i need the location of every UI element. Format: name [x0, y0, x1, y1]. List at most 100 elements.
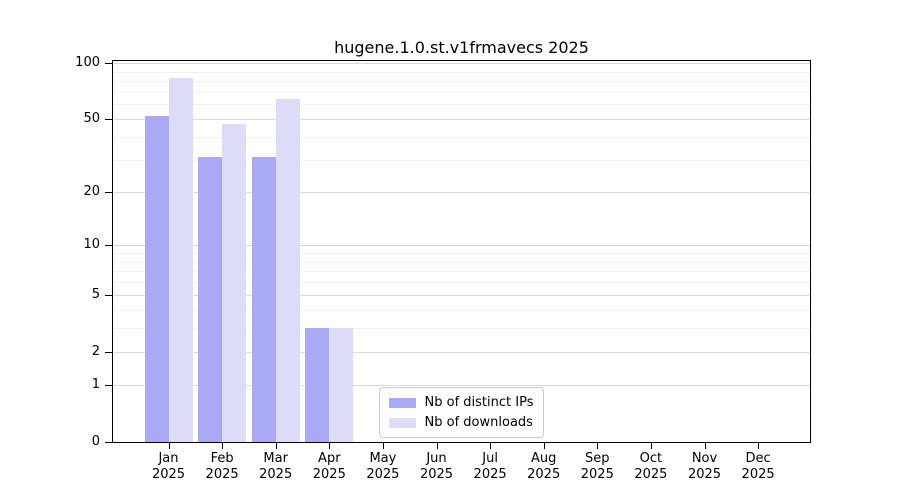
y-axis-tick-label: 1 [91, 377, 100, 393]
bar-apr-2025-distinct-ips [305, 328, 330, 442]
y-axis-tick-mark [105, 63, 112, 65]
legend: Nb of distinct IPs Nb of downloads [378, 387, 545, 438]
major-gridline [113, 245, 810, 247]
minor-gridline [113, 309, 810, 311]
x-tick-year: 2025 [741, 467, 775, 482]
x-tick-month: Mar [263, 451, 288, 466]
legend-swatch-downloads [388, 417, 416, 428]
chart-title: hugene.1.0.st.v1frmavecs 2025 [334, 38, 589, 57]
x-tick-year: 2025 [205, 467, 239, 482]
x-axis-tick-mark [436, 443, 438, 449]
legend-item-downloads: Nb of downloads [388, 414, 534, 431]
y-axis-tick-label: 100 [75, 55, 100, 71]
x-tick-year: 2025 [312, 467, 346, 482]
minor-gridline [113, 81, 810, 83]
y-axis-tick-mark [105, 245, 112, 247]
major-gridline [113, 351, 810, 353]
x-axis-tick-mark [168, 443, 170, 449]
x-axis-tick-mark [597, 443, 599, 449]
x-axis-tick-label: Jul 2025 [458, 451, 522, 483]
x-tick-month: Jan [158, 451, 179, 466]
x-axis-tick-mark [543, 443, 545, 449]
plot-area: Nb of distinct IPs Nb of downloads [112, 60, 811, 443]
x-tick-year: 2025 [473, 467, 507, 482]
x-axis-tick-label: Aug 2025 [512, 451, 576, 483]
x-tick-year: 2025 [366, 467, 400, 482]
x-tick-year: 2025 [634, 467, 668, 482]
x-axis-tick-label: Apr 2025 [297, 451, 361, 483]
y-axis-tick-label: 10 [83, 237, 100, 253]
major-gridline [113, 63, 810, 65]
y-axis-tick-label: 0 [91, 434, 100, 449]
x-axis-tick-label: Jun 2025 [405, 451, 469, 483]
minor-gridline [113, 328, 810, 330]
minor-gridline [113, 160, 810, 162]
x-axis-tick-label: Jan 2025 [137, 451, 201, 483]
x-tick-year: 2025 [687, 467, 722, 482]
y-axis-tick-label: 2 [91, 343, 100, 359]
x-tick-month: Apr [318, 451, 341, 466]
minor-gridline [113, 282, 810, 284]
major-gridline [113, 294, 810, 296]
x-axis-tick-label: Nov 2025 [673, 451, 737, 483]
major-gridline [113, 385, 810, 387]
x-axis-tick-mark [222, 443, 224, 449]
x-tick-month: Aug [530, 451, 557, 466]
x-axis-tick-label: Sep 2025 [565, 451, 629, 483]
y-axis-tick-mark [105, 442, 112, 443]
y-axis-tick-mark [105, 119, 112, 121]
x-axis-tick-label: Oct 2025 [619, 451, 683, 483]
minor-gridline [113, 271, 810, 273]
x-axis-tick-mark [490, 443, 492, 449]
y-axis-tick-mark [105, 351, 112, 353]
x-axis-tick-label: Feb 2025 [190, 451, 254, 483]
y-axis-tick-label: 20 [83, 184, 100, 200]
x-tick-month: Oct [639, 451, 663, 466]
bar-feb-2025-downloads [222, 124, 247, 442]
y-axis-tick-mark [105, 385, 112, 387]
x-axis-tick-mark [382, 443, 384, 449]
minor-gridline [113, 71, 810, 73]
minor-gridline [113, 137, 810, 139]
minor-gridline [113, 252, 810, 254]
x-axis-tick-label: Dec 2025 [726, 451, 790, 483]
bar-feb-2025-distinct-ips [198, 157, 223, 442]
legend-swatch-distinct-ips [388, 397, 416, 408]
legend-item-distinct-ips: Nb of distinct IPs [388, 394, 534, 411]
x-tick-year: 2025 [151, 467, 186, 482]
bar-apr-2025-downloads [329, 328, 354, 442]
x-tick-year: 2025 [527, 467, 561, 482]
x-tick-month: Jun [426, 451, 447, 466]
x-tick-month: May [369, 451, 397, 466]
x-tick-year: 2025 [419, 467, 454, 482]
x-axis-tick-mark [650, 443, 652, 449]
x-axis-tick-mark [329, 443, 331, 449]
minor-gridline [113, 104, 810, 106]
minor-gridline [113, 92, 810, 94]
x-axis-tick-mark [704, 443, 706, 449]
bar-mar-2025-distinct-ips [251, 157, 276, 442]
x-tick-month: Nov [691, 451, 718, 466]
major-gridline [113, 119, 810, 121]
major-gridline [113, 192, 810, 194]
y-axis-tick-label: 5 [91, 286, 100, 302]
legend-label-downloads: Nb of downloads [424, 415, 533, 430]
x-axis-tick-mark [758, 443, 760, 449]
bar-jan-2025-downloads [168, 78, 193, 442]
x-tick-month: Feb [210, 451, 234, 466]
y-axis-tick-mark [105, 294, 112, 296]
bar-mar-2025-downloads [275, 99, 300, 442]
bar-jan-2025-distinct-ips [144, 116, 169, 442]
x-tick-month: Dec [745, 451, 771, 466]
y-axis-tick-label: 50 [83, 111, 100, 127]
x-tick-year: 2025 [580, 467, 614, 482]
x-axis-tick-mark [275, 443, 277, 449]
y-axis-tick-mark [105, 192, 112, 194]
legend-label-distinct-ips: Nb of distinct IPs [424, 395, 534, 410]
x-tick-month: Jul [482, 451, 498, 466]
x-tick-year: 2025 [259, 467, 293, 482]
minor-gridline [113, 261, 810, 263]
x-axis-tick-label: May 2025 [351, 451, 415, 483]
x-tick-month: Sep [585, 451, 610, 466]
